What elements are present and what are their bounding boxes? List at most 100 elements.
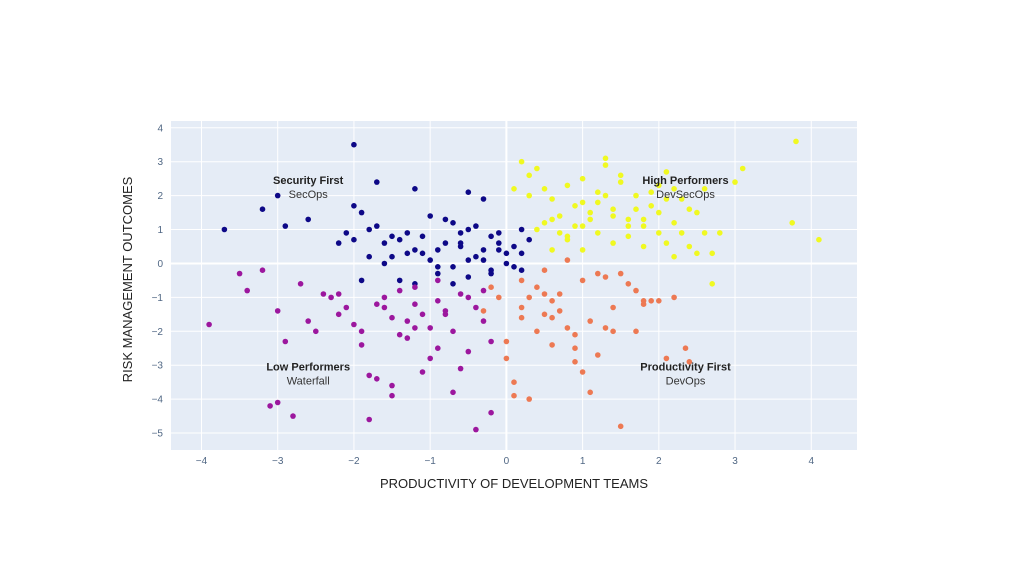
point-high-performers	[671, 253, 677, 260]
x-tick-label: 0	[504, 456, 510, 467]
y-tick-label: 2	[157, 191, 163, 202]
point-productivity-first	[656, 298, 662, 304]
point-productivity-first	[602, 325, 609, 331]
point-high-performers	[556, 230, 563, 236]
point-productivity-first	[549, 298, 555, 304]
point-productivity-first	[633, 287, 639, 294]
point-low-performers	[427, 355, 434, 362]
point-high-performers	[526, 192, 532, 199]
point-security-first	[496, 240, 502, 246]
data-points	[206, 138, 822, 433]
point-productivity-first	[526, 294, 532, 301]
x-tick-label: 3	[732, 456, 738, 467]
x-tick-label: −3	[272, 456, 284, 467]
point-security-first	[457, 240, 464, 246]
annotation-title-low-performers: Low Performers	[266, 361, 350, 373]
point-low-performers	[465, 348, 472, 355]
point-high-performers	[701, 186, 708, 192]
point-security-first	[473, 253, 479, 260]
point-low-performers	[396, 287, 403, 294]
point-security-first	[435, 264, 441, 270]
point-high-performers	[648, 203, 654, 209]
point-low-performers	[374, 376, 380, 382]
point-productivity-first	[572, 331, 578, 338]
point-security-first	[480, 257, 487, 263]
plot-background	[171, 121, 857, 450]
x-axis-ticks: −4 −3 −2 −1 0 1 2 3 4	[196, 456, 815, 467]
point-low-performers	[412, 284, 418, 291]
point-high-performers	[678, 230, 685, 236]
point-security-first	[396, 277, 403, 284]
point-high-performers	[587, 209, 593, 216]
point-low-performers	[274, 399, 281, 406]
point-high-performers	[602, 162, 609, 168]
point-high-performers	[709, 281, 715, 287]
point-low-performers	[290, 413, 296, 419]
point-high-performers	[640, 216, 647, 223]
point-security-first	[419, 233, 426, 240]
point-low-performers	[358, 328, 365, 335]
point-security-first	[511, 243, 517, 250]
point-low-performers	[206, 321, 212, 328]
point-low-performers	[274, 308, 281, 314]
point-security-first	[496, 230, 502, 236]
point-productivity-first	[488, 284, 494, 291]
x-tick-label: 4	[808, 456, 814, 467]
point-productivity-first	[671, 294, 677, 301]
point-security-first	[427, 213, 434, 219]
point-high-performers	[526, 172, 532, 179]
point-security-first	[419, 250, 426, 257]
point-high-performers	[610, 206, 616, 212]
point-security-first	[435, 247, 441, 253]
point-high-performers	[610, 240, 616, 246]
annotation-title-security-first: Security First	[273, 175, 344, 187]
point-security-first	[396, 236, 403, 243]
y-tick-label: −4	[152, 395, 164, 406]
point-security-first	[518, 267, 525, 274]
point-low-performers	[389, 382, 395, 389]
point-low-performers	[374, 301, 380, 308]
point-low-performers	[381, 294, 388, 301]
point-low-performers	[450, 389, 456, 396]
point-low-performers	[435, 345, 441, 352]
point-high-performers	[663, 240, 670, 246]
point-low-performers	[343, 304, 350, 311]
point-security-first	[381, 260, 388, 267]
point-low-performers	[389, 392, 395, 399]
point-security-first	[503, 250, 510, 257]
point-high-performers	[671, 186, 677, 192]
y-tick-label: −1	[152, 293, 164, 304]
point-high-performers	[579, 199, 586, 206]
point-high-performers	[640, 243, 647, 250]
point-low-performers	[358, 342, 365, 348]
point-high-performers	[541, 186, 548, 192]
point-security-first	[381, 240, 388, 246]
point-high-performers	[579, 175, 586, 182]
point-security-first	[450, 281, 456, 287]
point-high-performers	[694, 250, 700, 257]
x-tick-label: −2	[348, 456, 360, 467]
point-productivity-first	[518, 304, 525, 311]
point-high-performers	[595, 199, 601, 206]
point-security-first	[457, 230, 464, 236]
point-productivity-first	[682, 345, 689, 352]
point-low-performers	[473, 304, 479, 311]
point-productivity-first	[617, 270, 624, 277]
point-high-performers	[816, 236, 822, 243]
point-productivity-first	[564, 257, 571, 263]
point-high-performers	[671, 220, 677, 226]
point-security-first	[427, 257, 434, 263]
point-low-performers	[488, 338, 494, 345]
point-high-performers	[709, 250, 715, 257]
point-productivity-first	[518, 314, 525, 321]
annotation-subtitle-productivity-first: DevOps	[666, 375, 706, 387]
point-low-performers	[473, 426, 479, 433]
point-productivity-first	[511, 379, 517, 386]
point-high-performers	[564, 182, 571, 189]
point-high-performers	[534, 226, 540, 233]
point-low-performers	[457, 365, 464, 372]
point-high-performers	[587, 216, 593, 223]
point-low-performers	[297, 281, 304, 287]
point-high-performers	[648, 189, 654, 195]
point-high-performers	[663, 196, 670, 202]
